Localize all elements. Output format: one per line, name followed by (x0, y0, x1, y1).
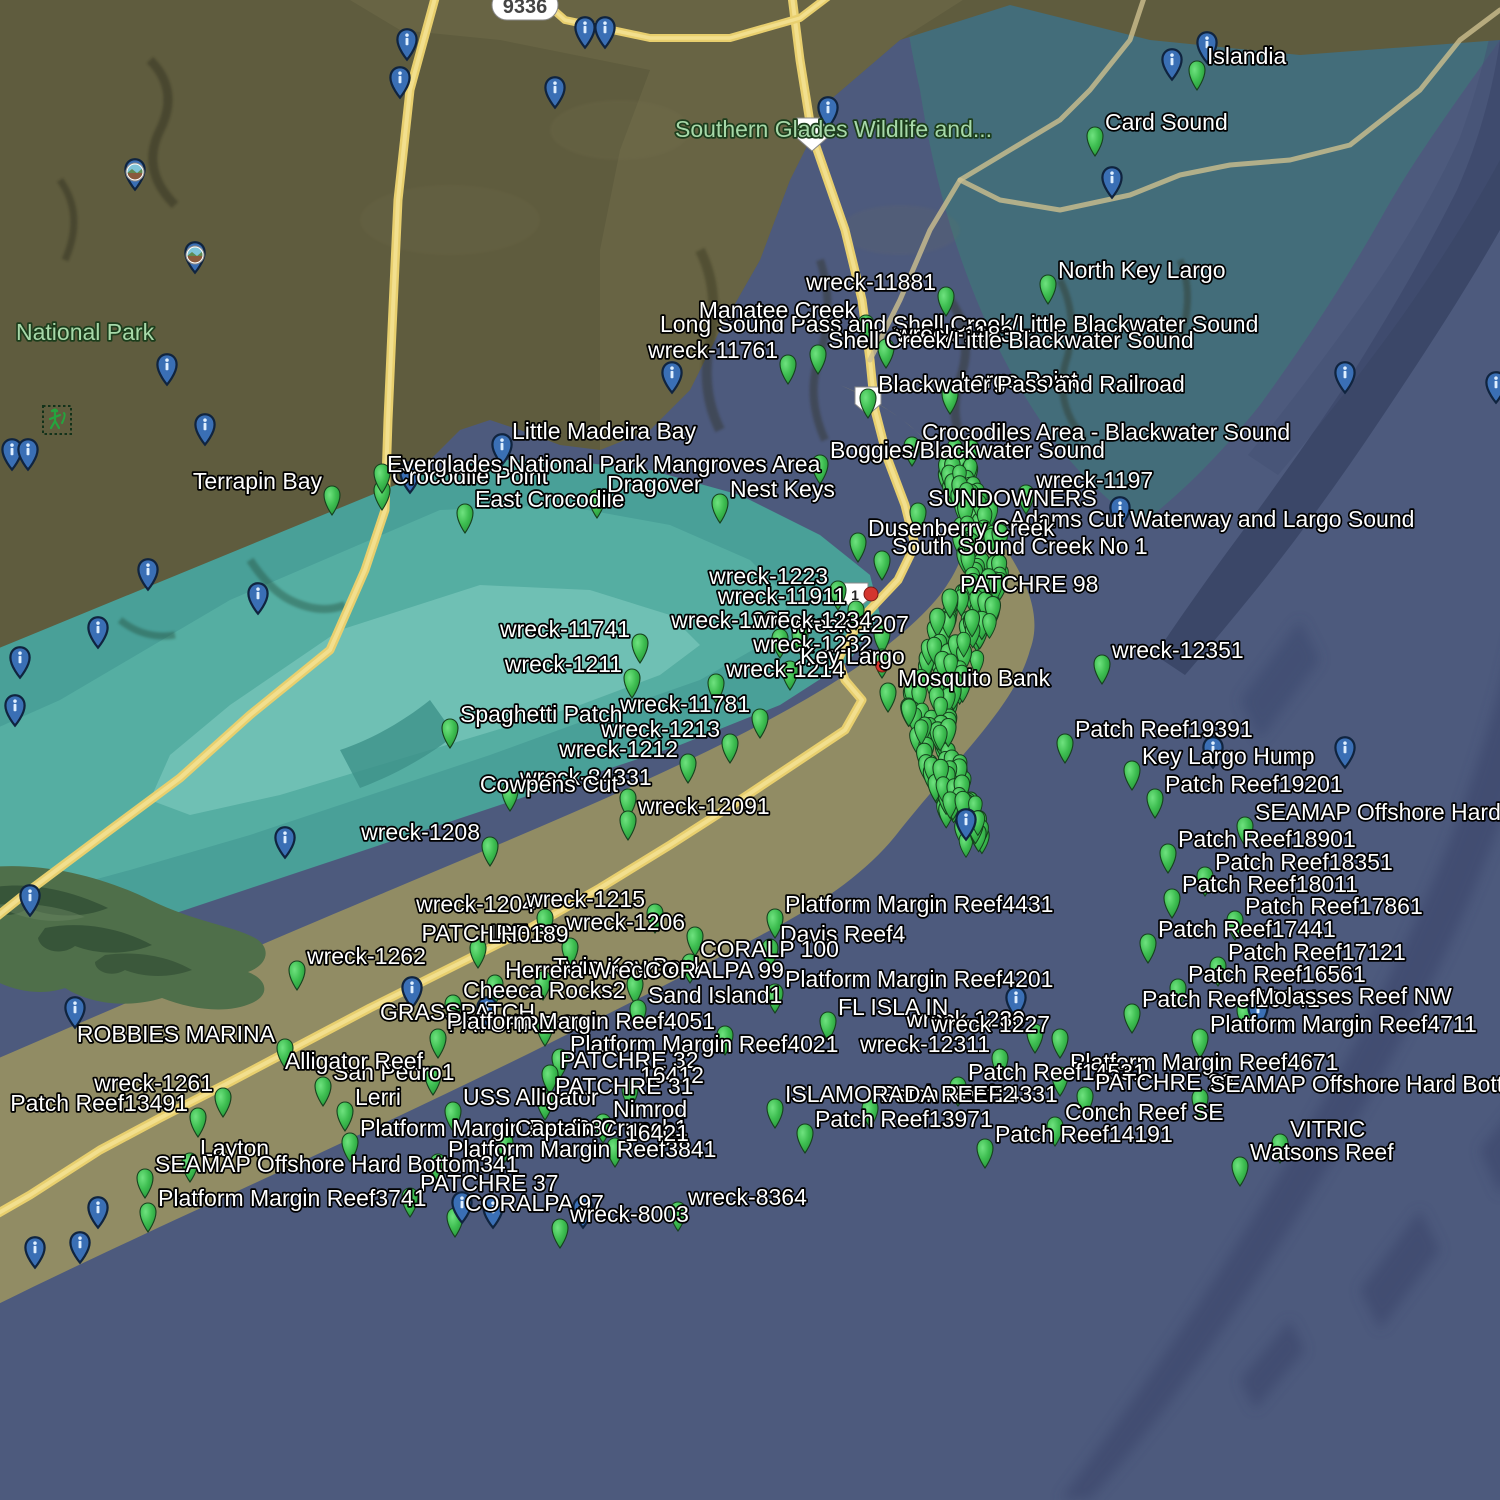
svg-text:Lerri: Lerri (355, 1084, 401, 1110)
svg-text:Card Sound: Card Sound (1105, 109, 1228, 135)
svg-text:wreck-1206: wreck-1206 (565, 909, 685, 935)
svg-text:East Crocodile: East Crocodile (475, 486, 625, 512)
svg-text:Sand Island1: Sand Island1 (648, 982, 782, 1008)
svg-text:Islandia: Islandia (1207, 43, 1286, 69)
svg-text:Nest Keys: Nest Keys (730, 476, 835, 502)
svg-text:Boggies/Blackwater Sound: Boggies/Blackwater Sound (830, 437, 1105, 463)
svg-text:wreck-1197: wreck-1197 (1035, 467, 1153, 493)
svg-text:Blackwater Pass and Railroad: Blackwater Pass and Railroad (878, 371, 1185, 397)
svg-text:SEAMAP Offshore Hard Bottom421: SEAMAP Offshore Hard Bottom421 (1210, 1071, 1500, 1097)
svg-text:wreck-11741: wreck-11741 (499, 616, 630, 642)
svg-text:wreck-8003: wreck-8003 (569, 1201, 689, 1227)
svg-text:Shell Creek/Little Blackwater: Shell Creek/Little Blackwater Sound (828, 327, 1194, 353)
svg-text:Nimrod: Nimrod (613, 1096, 687, 1122)
svg-text:wreck-1204: wreck-1204 (415, 891, 535, 917)
svg-text:Manatee Creek: Manatee Creek (699, 297, 857, 323)
svg-text:wreck-11911: wreck-11911 (717, 583, 846, 609)
svg-text:wreck-11881: wreck-11881 (805, 269, 936, 295)
svg-text:North Key Largo: North Key Largo (1058, 257, 1225, 283)
svg-text:Patch Reef19391: Patch Reef19391 (1075, 716, 1253, 742)
svg-text:Platform Margin Reef4431: Platform Margin Reef4431 (785, 891, 1053, 917)
svg-text:Terrapin Bay: Terrapin Bay (193, 468, 323, 494)
svg-text:wreck-11781: wreck-11781 (619, 691, 750, 717)
svg-text:wreck-12351: wreck-12351 (1111, 637, 1244, 663)
svg-text:Watsons Reef: Watsons Reef (1250, 1139, 1394, 1165)
svg-text:Platform Margin Reef3741: Platform Margin Reef3741 (158, 1185, 426, 1211)
svg-text:South Sound Creek No 1: South Sound Creek No 1 (892, 533, 1148, 559)
svg-text:Little Madeira Bay: Little Madeira Bay (512, 418, 697, 444)
svg-text:Patch Reef19201: Patch Reef19201 (1165, 771, 1343, 797)
svg-text:wreck-12091: wreck-12091 (637, 793, 770, 819)
svg-text:wreck-11761: wreck-11761 (647, 337, 778, 363)
svg-text:9336: 9336 (503, 0, 548, 18)
svg-text:CORALPA 99: CORALPA 99 (645, 957, 784, 983)
svg-text:wreck-1234: wreck-1234 (752, 607, 872, 633)
svg-text:ROBBIES MARINA: ROBBIES MARINA (77, 1021, 276, 1047)
svg-text:FL ISLA IN: FL ISLA IN (838, 994, 948, 1020)
svg-text:Key Largo: Key Largo (800, 643, 905, 669)
svg-text:ISLAMORADA REEF2: ISLAMORADA REEF2 (785, 1081, 1015, 1107)
svg-text:Mosquito Bank: Mosquito Bank (898, 665, 1051, 691)
svg-text:wreck-1262: wreck-1262 (306, 943, 426, 969)
svg-text:Alligator Reef: Alligator Reef (285, 1048, 424, 1074)
svg-text:LH0189: LH0189 (488, 921, 569, 947)
svg-text:Patch Reef13491: Patch Reef13491 (10, 1090, 188, 1116)
svg-text:Southern Glades Wildlife and..: Southern Glades Wildlife and... (675, 116, 992, 142)
svg-text:National Park: National Park (16, 319, 155, 345)
svg-text:Platform Margin Reef4201: Platform Margin Reef4201 (785, 966, 1053, 992)
svg-text:wreck-8364: wreck-8364 (687, 1184, 807, 1210)
svg-text:16421: 16421 (625, 1120, 689, 1146)
svg-text:PATCHRE 98: PATCHRE 98 (960, 571, 1098, 597)
svg-text:Molasses Reef NW: Molasses Reef NW (1255, 983, 1452, 1009)
svg-text:Cowpens Cut: Cowpens Cut (480, 771, 619, 797)
svg-text:Patch Reef14191: Patch Reef14191 (995, 1121, 1173, 1147)
svg-text:Adams Cut Waterway and Largo S: Adams Cut Waterway and Largo Sound (1010, 506, 1414, 532)
svg-text:Key Largo Hump: Key Largo Hump (1142, 743, 1315, 769)
svg-text:wreck-1212: wreck-1212 (558, 736, 678, 762)
svg-text:Patch Reef13971: Patch Reef13971 (815, 1106, 993, 1132)
svg-text:wreck-1211: wreck-1211 (504, 651, 622, 677)
svg-text:Spaghetti Patch: Spaghetti Patch (460, 701, 622, 727)
svg-text:wreck-12311: wreck-12311 (859, 1031, 990, 1057)
svg-text:wreck-1208: wreck-1208 (360, 819, 480, 845)
svg-text:Everglades National Park Mangr: Everglades National Park Mangroves Area (387, 451, 821, 477)
svg-text:Platform Margin Reef4711: Platform Margin Reef4711 (1210, 1011, 1477, 1037)
svg-text:SEAMAP Offshore Hard Bottom471: SEAMAP Offshore Hard Bottom471 (1255, 799, 1500, 825)
